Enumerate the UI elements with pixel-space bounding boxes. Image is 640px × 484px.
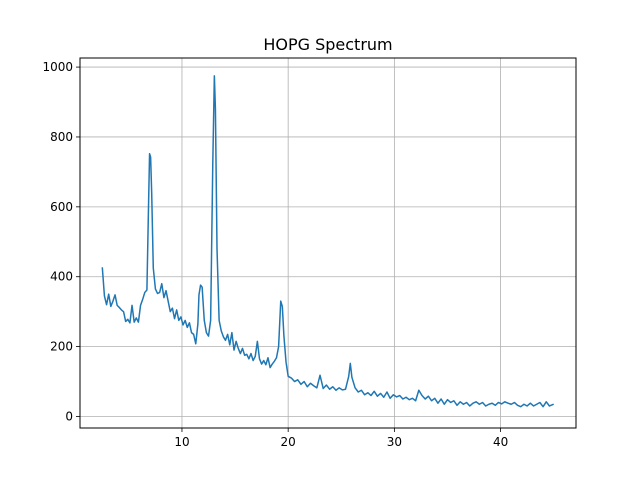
x-axis-ticks: 10 20 30 40 — [174, 428, 508, 449]
x-tick-label: 10 — [174, 435, 189, 449]
y-tick-label: 400 — [50, 270, 73, 284]
x-tick-label: 30 — [387, 435, 402, 449]
x-tick-label: 20 — [281, 435, 296, 449]
y-tick-label: 600 — [50, 200, 73, 214]
y-axis-ticks: 0 200 400 600 800 1000 — [42, 60, 80, 423]
y-tick-label: 200 — [50, 340, 73, 354]
y-tick-label: 800 — [50, 130, 73, 144]
chart-title: HOPG Spectrum — [263, 35, 392, 54]
y-tick-label: 1000 — [42, 60, 73, 74]
axes-frame — [79, 57, 577, 429]
x-tick-label: 40 — [493, 435, 508, 449]
grid-lines — [80, 58, 576, 428]
y-tick-label: 0 — [65, 409, 73, 423]
spectrum-line — [101, 75, 554, 408]
plot-series — [101, 75, 554, 408]
